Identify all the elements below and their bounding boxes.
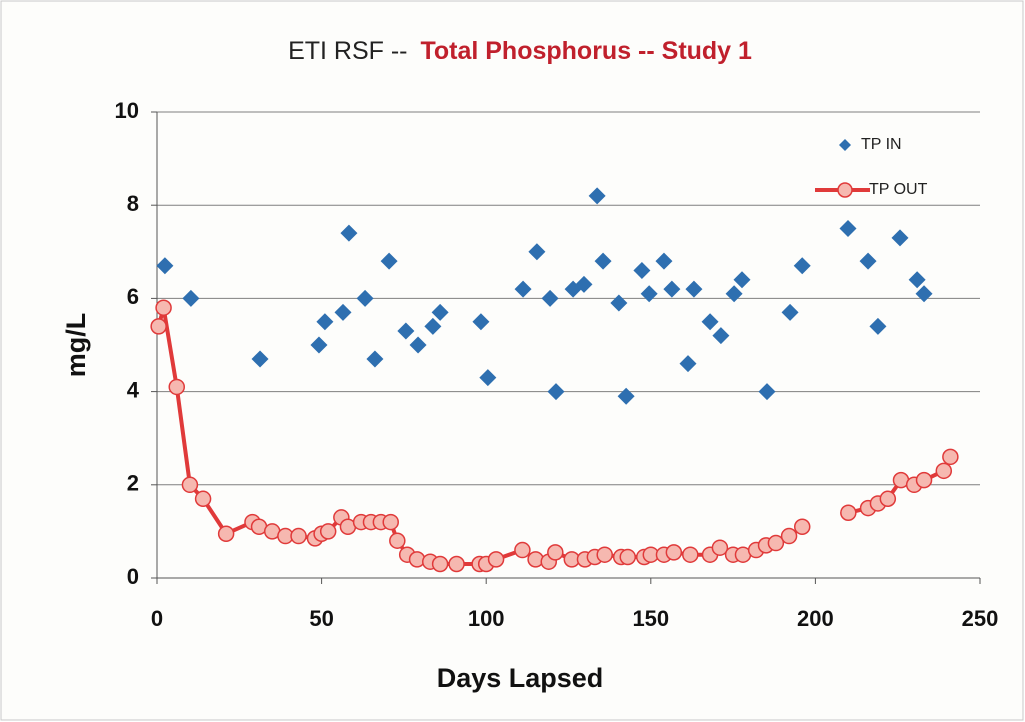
point: [840, 504, 857, 522]
point: [316, 313, 334, 331]
point: [879, 490, 897, 508]
point: [319, 523, 337, 540]
point: [655, 252, 673, 270]
legend-label: TP OUT: [869, 181, 928, 198]
point: [431, 555, 449, 573]
point: [679, 355, 697, 373]
point: [733, 271, 751, 289]
point: [935, 462, 953, 480]
title-part: Total Phosphorus -- Study 1: [420, 37, 752, 65]
point: [547, 383, 565, 401]
point: [487, 551, 505, 568]
point: [389, 532, 406, 549]
point: [409, 336, 427, 354]
y-tick-label: 0: [127, 564, 139, 589]
point: [150, 318, 167, 335]
point: [547, 544, 564, 561]
point: [725, 285, 743, 303]
point: [839, 220, 857, 237]
point: [527, 551, 544, 568]
point: [793, 518, 811, 535]
point: [594, 252, 612, 270]
point: [380, 252, 398, 270]
point: [915, 471, 933, 489]
point: [610, 294, 628, 312]
legend-marker: [839, 139, 851, 151]
y-tick-label: 8: [127, 191, 139, 216]
point: [541, 289, 559, 307]
point: [665, 544, 683, 561]
point: [310, 336, 328, 354]
point: [528, 243, 546, 261]
point: [780, 527, 798, 545]
point: [617, 387, 635, 405]
point: [217, 525, 235, 542]
point: [168, 378, 186, 396]
y-tick-label: 10: [115, 98, 139, 123]
point: [290, 527, 307, 545]
point: [479, 369, 497, 387]
point: [767, 534, 785, 552]
point: [251, 350, 269, 368]
point: [356, 289, 374, 307]
point: [596, 546, 613, 563]
point: [408, 551, 426, 568]
point: [891, 229, 909, 247]
x-tick-label: 0: [151, 606, 163, 631]
point: [514, 280, 532, 298]
point: [942, 448, 959, 466]
x-tick-label: 50: [309, 606, 333, 631]
point: [908, 271, 926, 289]
x-axis-label: Days Lapsed: [437, 663, 604, 693]
point: [514, 541, 531, 559]
point: [663, 280, 681, 298]
point: [472, 313, 490, 331]
point: [711, 539, 729, 556]
y-tick-label: 6: [127, 284, 139, 309]
title-part: ETI RSF --: [288, 37, 407, 65]
x-tick-label: 200: [797, 606, 834, 631]
point: [155, 299, 172, 316]
point: [194, 490, 212, 508]
x-tick-label: 100: [468, 606, 505, 631]
point: [366, 350, 384, 368]
point: [781, 303, 799, 321]
point: [859, 252, 877, 270]
point: [431, 303, 449, 321]
point: [182, 289, 200, 307]
point: [758, 383, 776, 401]
point: [397, 322, 415, 340]
point: [334, 303, 352, 321]
point: [682, 546, 699, 563]
y-axis-label: mg/L: [61, 313, 91, 378]
point: [915, 285, 933, 303]
point: [633, 261, 651, 279]
point: [640, 285, 658, 303]
point: [340, 224, 358, 242]
legend-label: TP IN: [861, 136, 902, 153]
legend-marker: [837, 182, 853, 198]
point: [382, 513, 399, 531]
point: [793, 257, 811, 275]
y-tick-label: 2: [127, 471, 139, 496]
point: [701, 313, 719, 331]
point: [712, 327, 730, 345]
x-tick-label: 250: [962, 606, 999, 631]
point: [619, 548, 637, 566]
point: [869, 317, 887, 335]
point: [685, 280, 703, 298]
point: [156, 257, 174, 275]
point: [588, 187, 606, 205]
chart-title: ETI RSF -- Total Phosphorus -- Study 1: [288, 37, 752, 65]
point: [181, 476, 199, 494]
x-tick-label: 150: [632, 606, 669, 631]
y-tick-label: 4: [127, 377, 140, 402]
point: [575, 275, 593, 293]
point: [424, 317, 442, 335]
point: [448, 555, 465, 573]
